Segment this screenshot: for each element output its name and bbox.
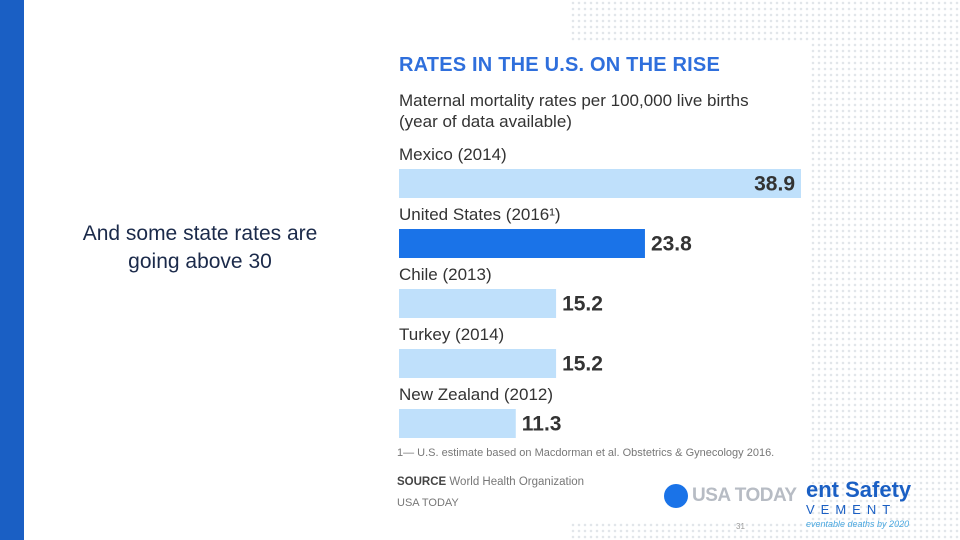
- source-label: SOURCE: [397, 476, 447, 488]
- chart-subtitle: Maternal mortality rates per 100,000 liv…: [399, 91, 749, 131]
- category-label: Mexico (2014): [399, 145, 507, 164]
- bar: [399, 289, 557, 318]
- category-label: New Zealand (2012): [399, 385, 553, 404]
- bar: [399, 229, 645, 258]
- page-number: 31: [736, 522, 745, 531]
- chart-title: RATES IN THE U.S. ON THE RISE: [399, 54, 721, 76]
- chart-panel: Mexico (2014) 38.9 United States (2016¹) 23…: [390, 42, 810, 522]
- category-label: Chile (2013): [399, 265, 492, 284]
- psm-logo-tagline: eventable deaths by 2020: [806, 519, 910, 529]
- left-accent-bar: [0, 0, 24, 540]
- bar: [399, 409, 516, 438]
- bar-chart: Mexico (2014) 38.9 United States (2016¹) 23…: [399, 145, 801, 438]
- psm-logo-line2: VEMENT: [806, 502, 897, 517]
- usa-today-wordmark: USA TODAY: [692, 485, 797, 506]
- usa-today-circle-icon: [664, 484, 688, 508]
- value-label: 38.9: [754, 173, 795, 196]
- psm-logo-line1: ent Safety: [806, 477, 912, 502]
- value-label: 11.3: [522, 413, 562, 436]
- usa-today-logo: USA TODAY: [664, 484, 797, 508]
- slide-caption: And some state rates are going above 30: [82, 222, 318, 273]
- source-text: World Health Organization: [449, 476, 585, 488]
- category-label: United States (2016¹): [399, 205, 561, 224]
- chart-credit: USA TODAY: [397, 497, 459, 509]
- chart-footnote: 1— U.S. estimate based on Macdorman et a…: [397, 447, 775, 459]
- value-label: 23.8: [651, 233, 692, 256]
- patient-safety-movement-logo: ent Safety VEMENT eventable deaths by 20…: [806, 478, 956, 530]
- value-label: 15.2: [562, 353, 603, 376]
- bar: [399, 349, 557, 378]
- bar: [399, 169, 801, 198]
- value-label: 15.2: [562, 293, 603, 316]
- chart-source: SOURCE World Health Organization: [397, 476, 584, 488]
- category-label: Turkey (2014): [399, 325, 504, 344]
